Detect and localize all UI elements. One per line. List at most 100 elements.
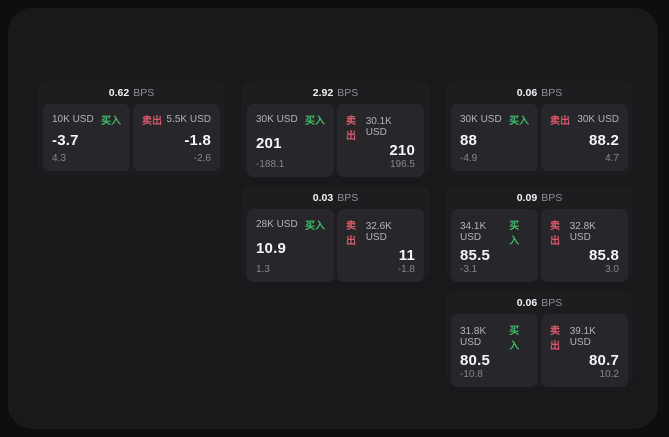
sell-price: 80.7 [589, 352, 619, 369]
buy-delta: 4.3 [52, 153, 66, 164]
buy-label: 买入 [101, 116, 121, 127]
bps-label: BPS [337, 191, 359, 204]
buy-label: 买入 [509, 326, 520, 352]
sell-tile-header: 卖出 5.5K USD [142, 112, 211, 127]
sell-tile[interactable]: 卖出 32.6K USD 11 -1.8 [337, 209, 424, 282]
sell-price: 85.8 [589, 247, 619, 264]
buy-tile[interactable]: 34.1K USD 买入 85.5 -3.1 [451, 209, 538, 282]
bps-value: 0.06 [516, 296, 538, 309]
bps-label: BPS [541, 86, 563, 99]
bps-label: BPS [337, 86, 359, 99]
card-body: 34.1K USD 买入 85.5 -3.1 卖出 32.8K USD 85.8… [446, 209, 633, 286]
sell-price: 210 [389, 142, 415, 159]
bps-value: 0.06 [516, 86, 538, 99]
quote-card: 0.03 BPS 28K USD 买入 10.9 1.3 卖出 32.6K US… [242, 186, 429, 282]
buy-tile-header: 28K USD 买入 [256, 217, 325, 232]
buy-tile[interactable]: 28K USD 买入 10.9 1.3 [247, 209, 334, 282]
sell-price: 88.2 [589, 131, 619, 149]
card-header: 0.09 BPS [446, 186, 633, 209]
card-header: 0.06 BPS [446, 81, 633, 104]
buy-price: 88 [460, 131, 478, 149]
bps-value: 0.09 [516, 191, 538, 204]
sell-label: 卖出 [346, 116, 356, 142]
sell-tile[interactable]: 卖出 32.8K USD 85.8 3.0 [541, 209, 628, 282]
buy-amount: 31.8K USD [460, 326, 487, 348]
buy-amount: 30K USD [460, 114, 502, 125]
bps-value: 2.92 [312, 86, 334, 99]
bps-value: 0.03 [312, 191, 334, 204]
main-panel: 0.62 BPS 10K USD 买入 -3.7 4.3 卖出 5.5K USD [8, 8, 658, 429]
buy-tile[interactable]: 31.8K USD 买入 80.5 -10.8 [451, 314, 538, 387]
sell-tile[interactable]: 卖出 39.1K USD 80.7 10.2 [541, 314, 628, 387]
sell-label: 卖出 [142, 116, 162, 127]
buy-label: 买入 [305, 116, 325, 127]
sell-tile[interactable]: 卖出 30K USD 88.2 4.7 [541, 104, 628, 171]
sell-tile-header: 卖出 32.8K USD [550, 217, 619, 247]
sell-price: -1.8 [184, 131, 211, 149]
card-body: 10K USD 买入 -3.7 4.3 卖出 5.5K USD -1.8 -2.… [38, 104, 225, 175]
buy-delta: -4.9 [460, 153, 478, 164]
sell-delta: 4.7 [605, 153, 619, 164]
buy-tile[interactable]: 30K USD 买入 88 -4.9 [451, 104, 538, 171]
quote-card: 0.06 BPS 31.8K USD 买入 80.5 -10.8 卖出 39.1… [446, 291, 633, 387]
sell-tile-header: 卖出 32.6K USD [346, 217, 415, 247]
card-body: 30K USD 买入 201 -188.1 卖出 30.1K USD 210 1… [242, 104, 429, 181]
sell-delta: 10.2 [599, 369, 619, 380]
card-body: 31.8K USD 买入 80.5 -10.8 卖出 39.1K USD 80.… [446, 314, 633, 391]
sell-delta: -2.6 [193, 153, 211, 164]
sell-tile-header: 卖出 30K USD [550, 112, 619, 127]
buy-tile-header: 30K USD 买入 [460, 112, 529, 127]
buy-tile[interactable]: 10K USD 买入 -3.7 4.3 [43, 104, 130, 171]
sell-label: 卖出 [550, 326, 560, 352]
quote-card: 0.62 BPS 10K USD 买入 -3.7 4.3 卖出 5.5K USD [38, 81, 225, 175]
buy-price: 10.9 [256, 239, 286, 257]
buy-tile-header: 10K USD 买入 [52, 112, 121, 127]
quote-card: 0.06 BPS 30K USD 买入 88 -4.9 卖出 30K USD [446, 81, 633, 175]
card-body: 28K USD 买入 10.9 1.3 卖出 32.6K USD 11 -1.8 [242, 209, 429, 286]
sell-delta: 3.0 [605, 264, 619, 275]
sell-label: 卖出 [550, 221, 560, 247]
sell-amount: 5.5K USD [166, 114, 211, 125]
sell-price: 11 [398, 247, 415, 264]
sell-label: 卖出 [346, 221, 356, 247]
buy-amount: 28K USD [256, 219, 298, 230]
sell-tile-header: 卖出 39.1K USD [550, 322, 619, 352]
buy-price: 85.5 [460, 247, 490, 264]
sell-tile[interactable]: 卖出 30.1K USD 210 196.5 [337, 104, 424, 177]
sell-label: 卖出 [550, 116, 570, 127]
quote-card: 2.92 BPS 30K USD 买入 201 -188.1 卖出 30.1K … [242, 81, 429, 177]
card-body: 30K USD 买入 88 -4.9 卖出 30K USD 88.2 4.7 [446, 104, 633, 175]
sell-delta: 196.5 [389, 159, 415, 170]
card-header: 0.06 BPS [446, 291, 633, 314]
buy-price: 201 [256, 134, 282, 152]
buy-tile-header: 31.8K USD 买入 [460, 322, 529, 352]
card-header: 0.62 BPS [38, 81, 225, 104]
bps-label: BPS [133, 86, 155, 99]
buy-label: 买入 [509, 116, 529, 127]
buy-tile-header: 34.1K USD 买入 [460, 217, 529, 247]
bps-label: BPS [541, 296, 563, 309]
card-header: 0.03 BPS [242, 186, 429, 209]
buy-price: 80.5 [460, 352, 490, 369]
sell-tile-header: 卖出 30.1K USD [346, 112, 415, 142]
sell-delta: -1.8 [397, 264, 415, 275]
buy-amount: 34.1K USD [460, 221, 487, 243]
sell-amount: 32.6K USD [365, 221, 392, 243]
buy-tile-header: 30K USD 买入 [256, 112, 325, 127]
buy-tile[interactable]: 30K USD 买入 201 -188.1 [247, 104, 334, 177]
quote-card-grid: 0.62 BPS 10K USD 买入 -3.7 4.3 卖出 5.5K USD [38, 81, 633, 387]
sell-amount: 32.8K USD [569, 221, 596, 243]
quote-card: 0.09 BPS 34.1K USD 买入 85.5 -3.1 卖出 32.8K… [446, 186, 633, 282]
bps-label: BPS [541, 191, 563, 204]
buy-delta: 1.3 [256, 264, 270, 275]
sell-tile[interactable]: 卖出 5.5K USD -1.8 -2.6 [133, 104, 220, 171]
buy-label: 买入 [509, 221, 520, 247]
sell-amount: 39.1K USD [569, 326, 596, 348]
buy-price: -3.7 [52, 131, 79, 149]
buy-delta: -3.1 [460, 264, 478, 275]
card-header: 2.92 BPS [242, 81, 429, 104]
buy-label: 买入 [305, 221, 325, 232]
bps-value: 0.62 [108, 86, 130, 99]
buy-amount: 10K USD [52, 114, 94, 125]
buy-delta: -188.1 [256, 159, 285, 170]
